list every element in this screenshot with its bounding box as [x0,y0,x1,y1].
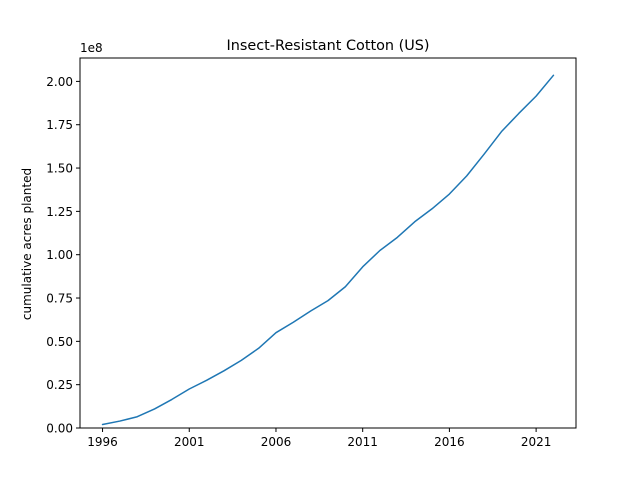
chart-title: Insect-Resistant Cotton (US) [227,38,430,54]
y-tick-label: 1.25 [46,205,73,219]
y-tick-label: 1.75 [46,118,73,132]
y-tick-label: 1.50 [46,162,73,176]
y-tick-label: 0.50 [46,335,73,349]
y-tick-label: 0.25 [46,378,73,392]
x-tick-label: 2001 [174,435,205,449]
x-tick-label: 2011 [347,435,378,449]
x-tick-label: 2016 [434,435,465,449]
y-tick-label: 0.00 [46,422,73,436]
x-tick-label: 1996 [87,435,118,449]
y-tick-label: 0.75 [46,292,73,306]
x-axis-ticks: 1996 2001 2006 2011 2016 2021 [87,428,551,449]
x-tick-label: 2021 [521,435,552,449]
y-tick-label: 1.00 [46,248,73,262]
x-tick-label: 2006 [261,435,292,449]
y-axis-offset-label: 1e8 [80,41,103,55]
y-axis-label: cumulative acres planted [20,168,34,320]
y-tick-label: 2.00 [46,75,73,89]
plot-frame [79,57,577,429]
y-axis-ticks: 0.00 0.25 0.50 0.75 1.00 1.25 1.50 1.75 2.00 [46,75,80,436]
series-line [101,74,555,426]
plot-area [101,74,555,426]
